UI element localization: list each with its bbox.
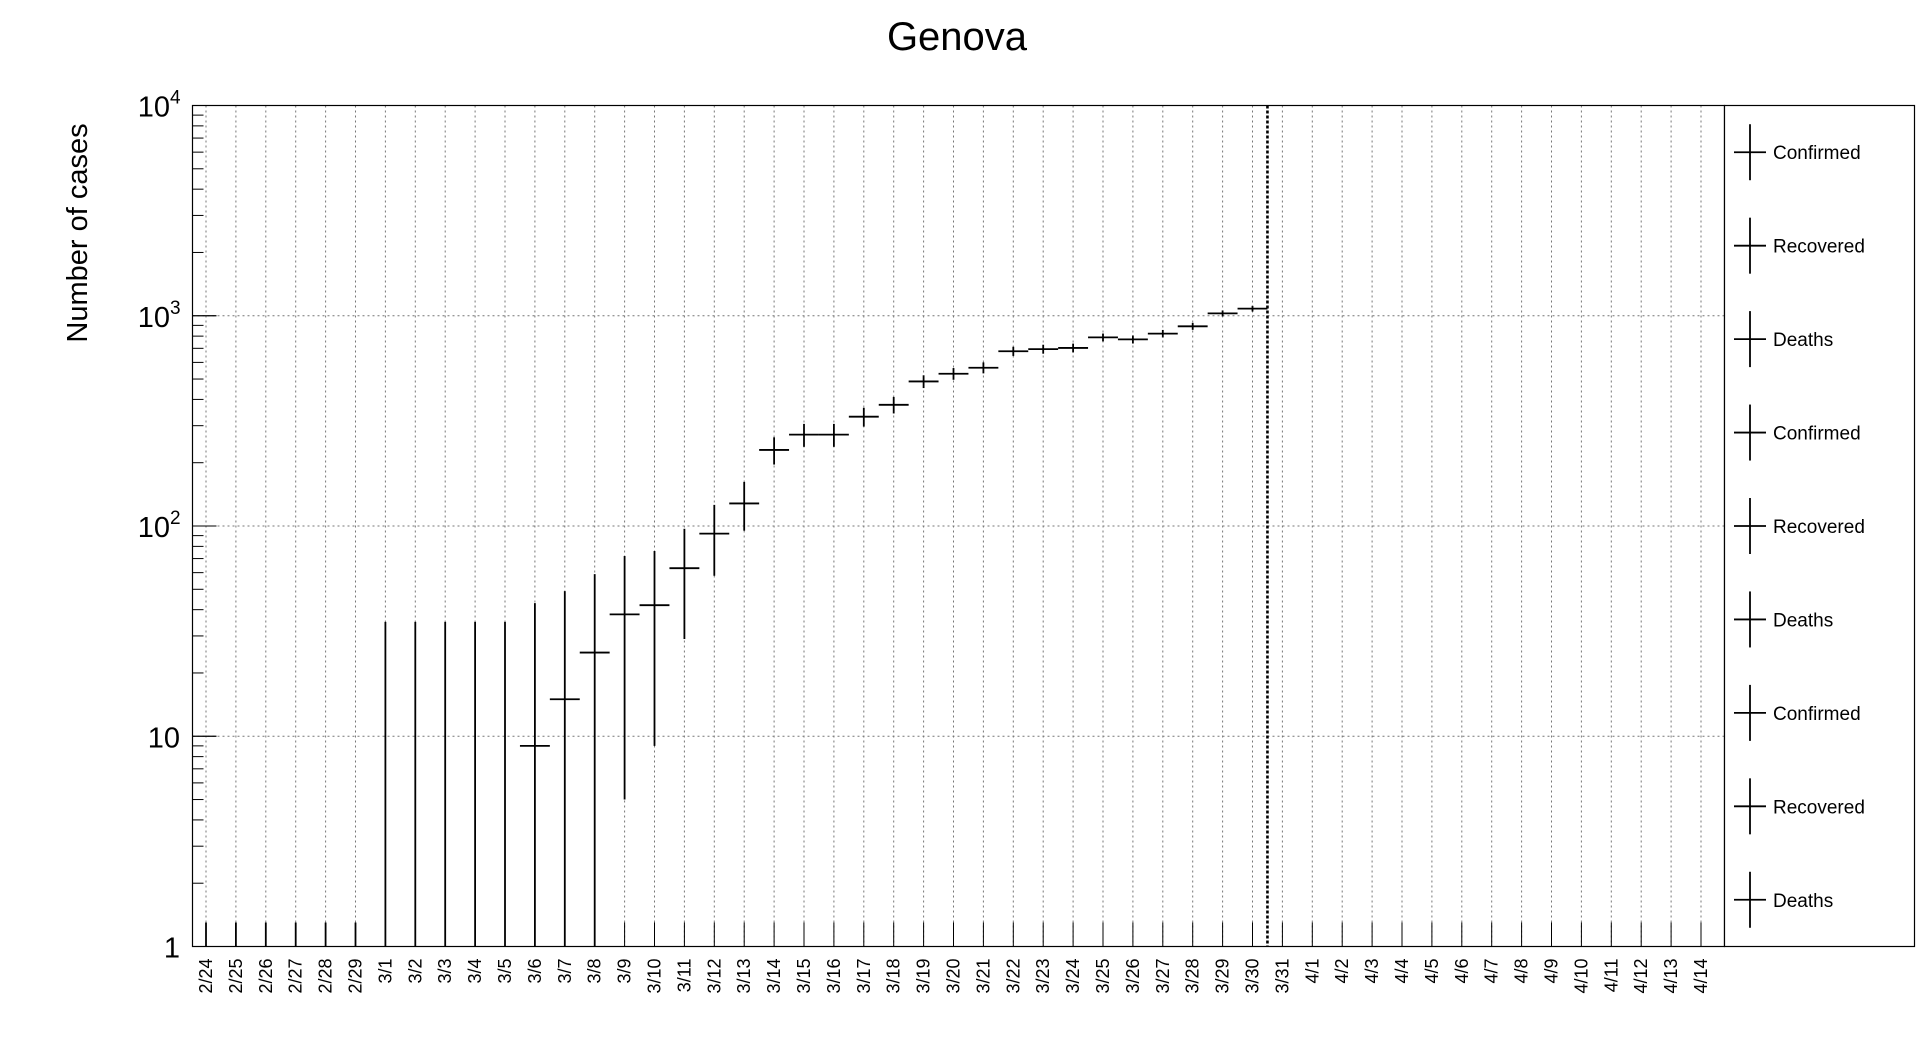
legend-label: Confirmed [1773, 143, 1861, 164]
x-tick-label: 3/13 [734, 959, 754, 994]
y-tick-label: 10 [138, 512, 170, 544]
legend: Confirmed Recovered Deaths Confirmed Recover… [1723, 104, 1916, 948]
x-tick-label: 4/2 [1332, 959, 1352, 984]
x-tick-label: 2/28 [316, 959, 336, 994]
x-tick-label: 2/25 [226, 959, 246, 994]
y-tick-exponent: 3 [170, 298, 181, 319]
x-tick-label: 3/17 [854, 959, 874, 994]
x-tick-label: 3/1 [375, 959, 395, 984]
y-tick-label: 10 [138, 92, 170, 124]
y-tick-label: 1 [164, 933, 180, 965]
x-tick-label: 4/10 [1571, 959, 1591, 994]
x-tick-label: 3/10 [645, 959, 665, 994]
legend-label: Confirmed [1773, 424, 1861, 445]
x-tick-label: 4/13 [1661, 959, 1681, 994]
x-tick-label: 4/4 [1392, 959, 1412, 984]
x-tick-label: 4/3 [1362, 959, 1382, 984]
x-tick-label: 3/20 [944, 959, 964, 994]
x-tick-label: 3/16 [824, 959, 844, 994]
x-tick-label: 3/27 [1153, 959, 1173, 994]
x-tick-label: 2/29 [346, 959, 366, 994]
legend-label: Deaths [1773, 330, 1833, 351]
x-tick-label: 2/26 [256, 959, 276, 994]
x-tick-label: 3/2 [405, 959, 425, 984]
x-tick-label: 4/11 [1601, 959, 1621, 993]
x-tick-label: 4/14 [1691, 959, 1711, 994]
x-tick-label: 3/14 [764, 959, 784, 994]
x-tick-label: 3/4 [465, 959, 485, 984]
x-tick-label: 3/23 [1033, 959, 1053, 994]
x-tick-label: 3/8 [585, 959, 605, 984]
legend-label: Deaths [1773, 891, 1833, 912]
y-tick-label: 10 [138, 302, 170, 334]
x-tick-label: 3/12 [704, 959, 724, 994]
data-points [205, 105, 1269, 947]
x-tick-label: 4/12 [1631, 959, 1651, 994]
x-tick-label: 3/6 [525, 959, 545, 984]
y-tick-exponent: 2 [170, 508, 181, 529]
legend-label: Recovered [1773, 517, 1865, 538]
x-tick-label: 3/3 [435, 959, 455, 984]
x-tick-label: 3/15 [794, 959, 814, 994]
x-tick-label: 4/6 [1452, 959, 1472, 984]
x-tick-label: 3/24 [1063, 959, 1083, 994]
x-tick-label: 4/9 [1542, 959, 1562, 984]
x-tick-label: 3/31 [1272, 959, 1292, 994]
x-tick-label: 4/5 [1422, 959, 1442, 984]
x-tick-label: 3/28 [1183, 959, 1203, 994]
legend-label: Recovered [1773, 797, 1865, 818]
x-tick-label: 4/7 [1482, 959, 1502, 984]
x-tick-label: 3/19 [914, 959, 934, 994]
legend-label: Recovered [1773, 237, 1865, 258]
x-tick-label: 2/24 [196, 959, 216, 994]
x-tick-label: 3/18 [884, 959, 904, 994]
x-tick-label: 3/22 [1003, 959, 1023, 994]
x-tick-label: 3/9 [615, 959, 635, 984]
legend-label: Deaths [1773, 610, 1833, 631]
y-tick-exponent: 4 [170, 88, 181, 109]
y-axis-label: Number of cases [62, 123, 94, 342]
x-tick-label: 3/21 [973, 959, 993, 994]
x-axis: 2/24 2/25 2/26 2/27 2/28 2/29 3/1 3/2 3/3 3/4 3/5 3… [196, 922, 1711, 994]
x-tick-label: 4/1 [1302, 959, 1322, 984]
x-tick-label: 3/7 [555, 959, 575, 984]
legend-label: Confirmed [1773, 704, 1861, 725]
x-tick-label: 4/8 [1512, 959, 1532, 984]
x-tick-label: 3/29 [1213, 959, 1233, 994]
y-tick-label: 10 [148, 722, 180, 754]
x-tick-label: 2/27 [286, 959, 306, 994]
x-tick-label: 3/25 [1093, 959, 1113, 994]
chart-title: Genova [887, 15, 1028, 59]
x-tick-label: 3/11 [674, 959, 694, 993]
x-tick-label: 3/30 [1243, 959, 1263, 994]
x-tick-label: 3/26 [1123, 959, 1143, 994]
x-tick-label: 3/5 [495, 959, 515, 984]
